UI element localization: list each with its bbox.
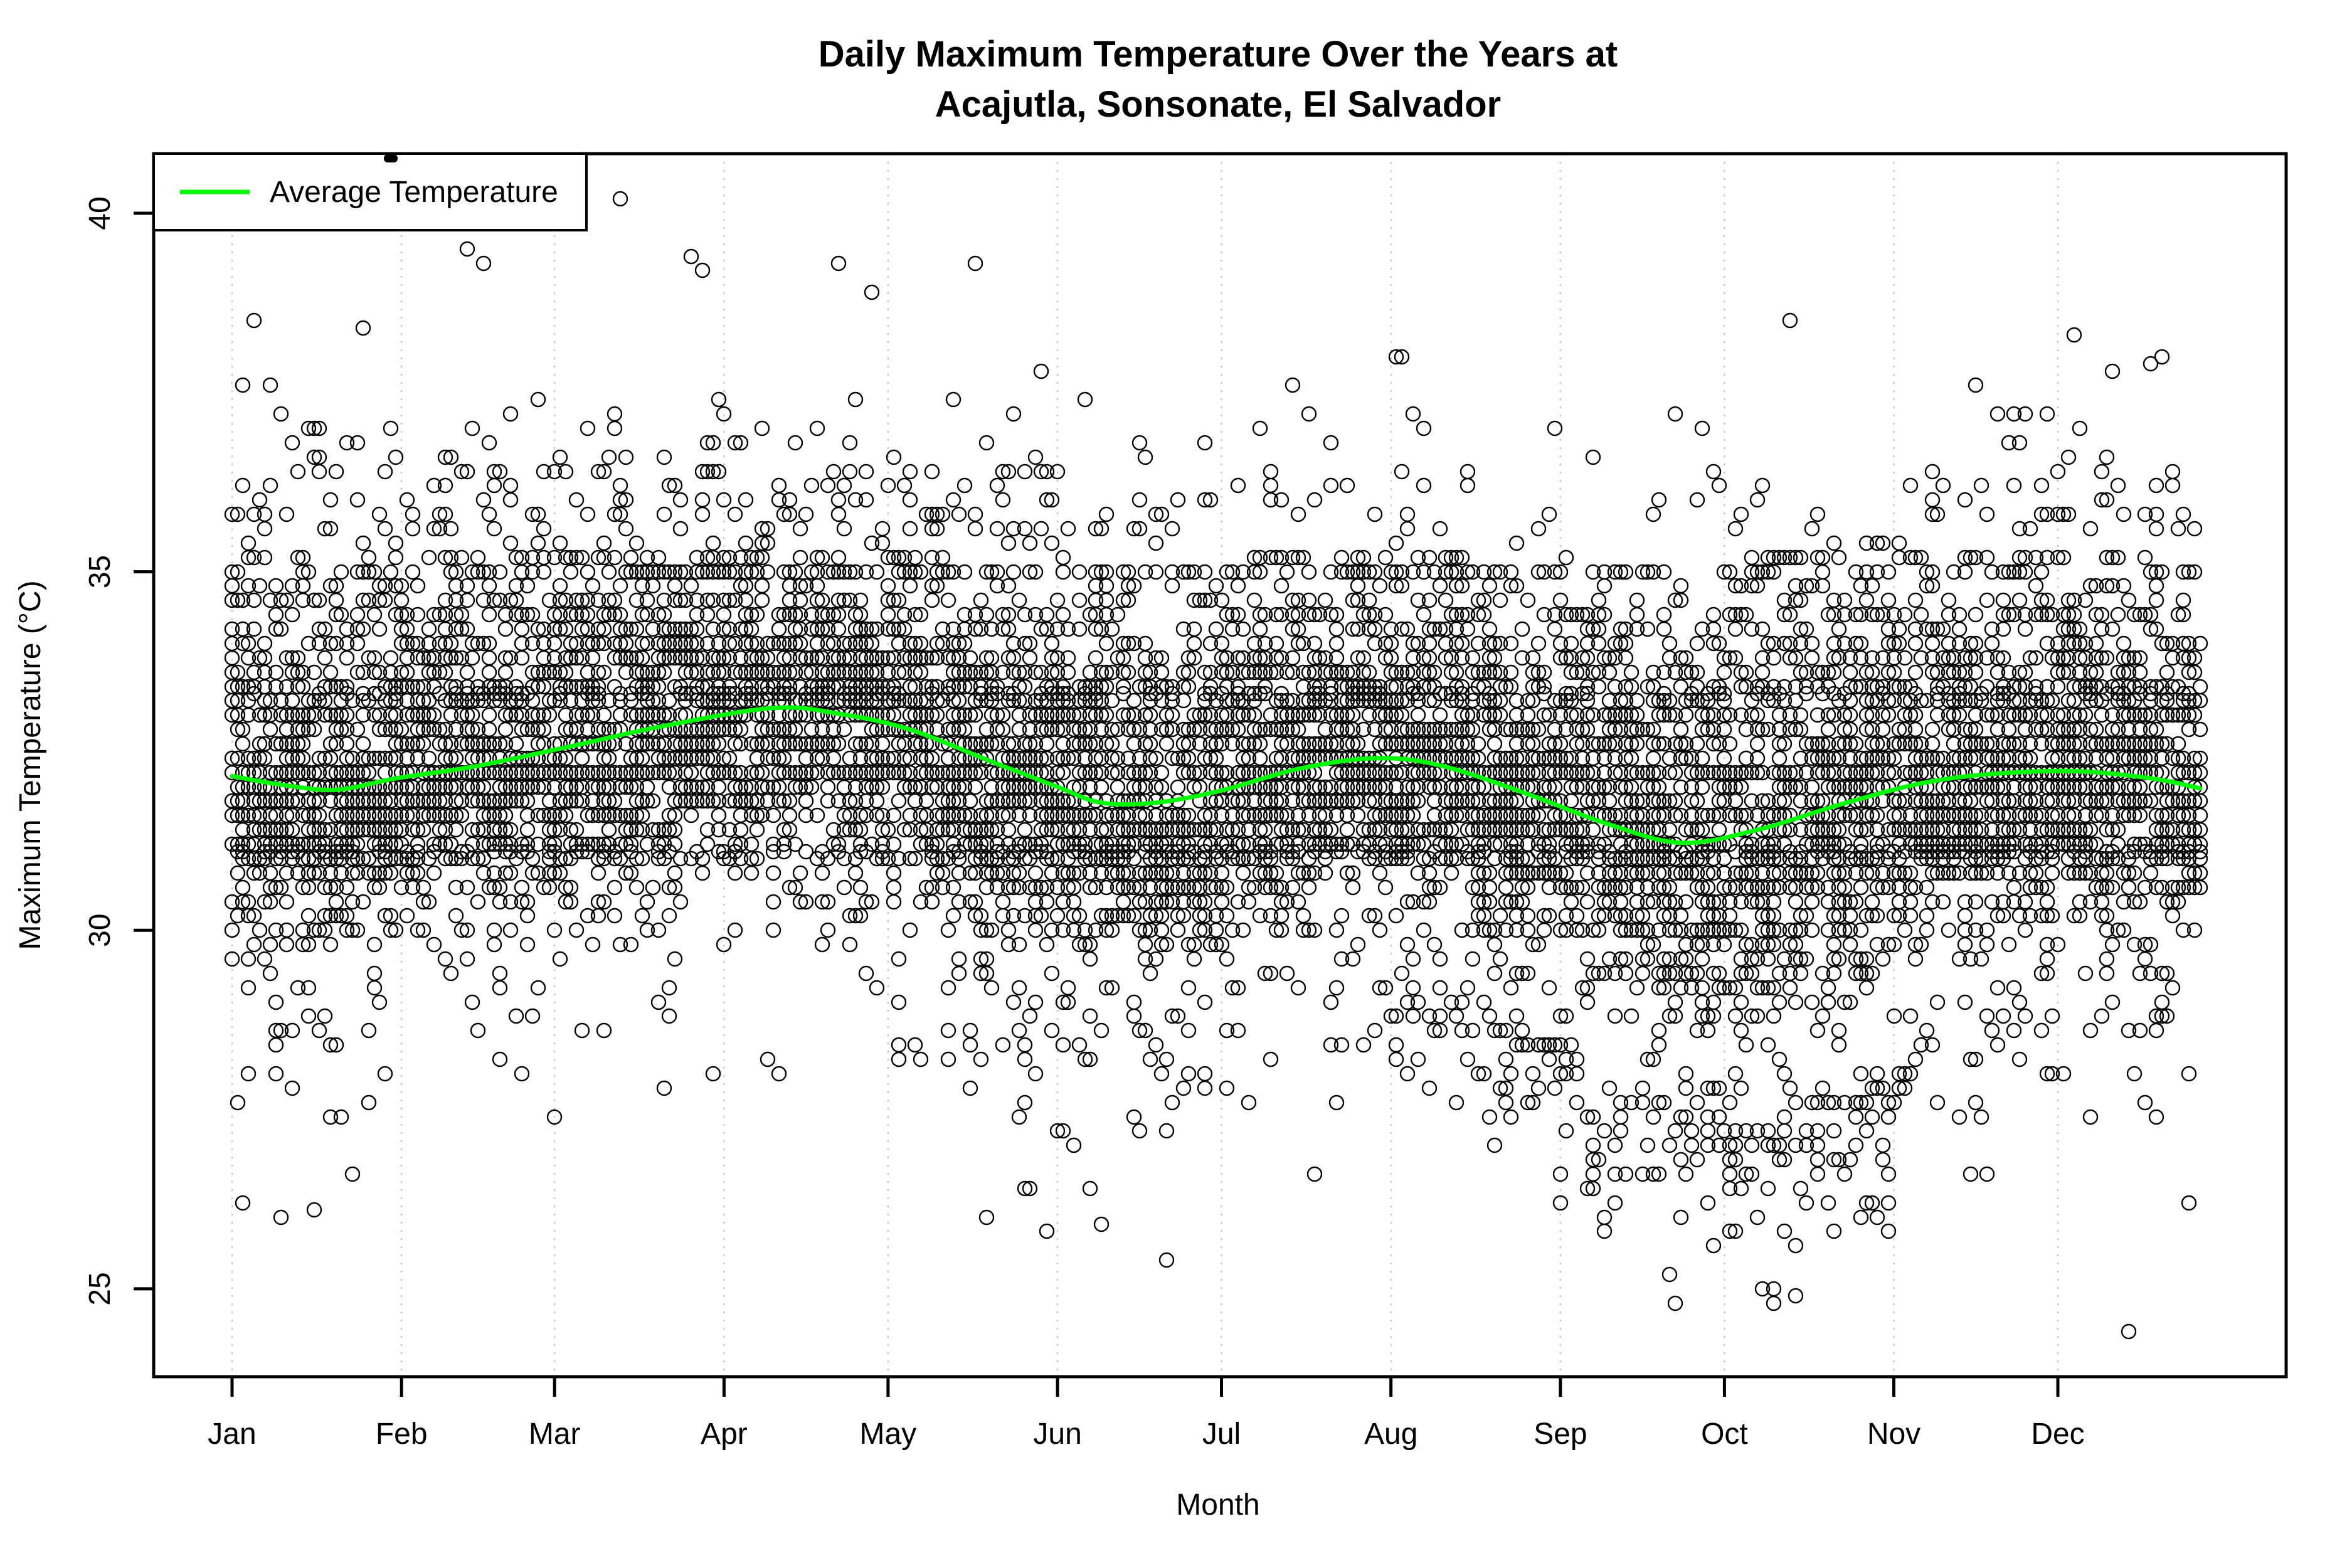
top-edge-artifact — [384, 154, 398, 162]
x-tick-label-nov: Nov — [1867, 1417, 1920, 1451]
y-tick-label-30: 30 — [83, 914, 117, 947]
y-axis-title: Maximum Temperature (°C) — [14, 580, 47, 950]
scatter-notable-outliers — [235, 191, 2159, 1340]
scatter-points-dec — [2050, 349, 2208, 1211]
scatter-points-jul — [1214, 377, 1394, 1182]
x-tick-label-may: May — [860, 1417, 917, 1451]
x-tick-label-mar: Mar — [529, 1417, 581, 1451]
x-axis-title: Month — [1176, 1488, 1259, 1522]
x-tick-label-oct: Oct — [1701, 1417, 1748, 1451]
scatter-points-mar — [546, 391, 727, 1125]
scatter-points — [224, 191, 2208, 1340]
x-axis-ticks: Jan Feb Mar Apr May Jun Jul Aug Sep Oct Nov Dec — [208, 1378, 2085, 1451]
y-tick-label-25: 25 — [83, 1272, 117, 1305]
y-axis-ticks: 25 30 35 40 — [83, 196, 154, 1306]
y-tick-label-40: 40 — [83, 196, 117, 230]
x-tick-label-jul: Jul — [1202, 1417, 1241, 1451]
scatter-points-may — [880, 363, 1060, 1239]
chart-title-line2: Acajutla, Sonsonate, El Salvador — [935, 84, 1501, 125]
scatter-points-feb — [393, 391, 558, 1082]
scatter-points-oct — [1716, 477, 1897, 1311]
x-tick-label-aug: Aug — [1364, 1417, 1417, 1451]
x-tick-label-dec: Dec — [2031, 1417, 2084, 1451]
x-tick-label-apr: Apr — [701, 1417, 748, 1451]
x-tick-label-jan: Jan — [208, 1417, 256, 1451]
scatter-points-jun — [1049, 391, 1224, 1197]
scatter-points-aug — [1383, 349, 1563, 1153]
scatter-points-jan — [224, 320, 404, 1182]
plot-box — [152, 152, 2288, 1379]
average-temperature-curve — [230, 705, 2203, 845]
legend-label: Average Temperature — [270, 176, 558, 209]
average-temperature-line — [230, 705, 2203, 845]
y-tick-label-35: 35 — [83, 555, 117, 588]
scatter-points-nov — [1886, 377, 2060, 1182]
scatter-points-apr — [716, 391, 891, 1082]
x-tick-label-sep: Sep — [1534, 1417, 1587, 1451]
x-tick-label-feb: Feb — [376, 1417, 428, 1451]
x-tick-label-jun: Jun — [1033, 1417, 1081, 1451]
legend: Average Temperature — [152, 152, 588, 231]
chart-title-line1: Daily Maximum Temperature Over the Years… — [818, 34, 1618, 75]
